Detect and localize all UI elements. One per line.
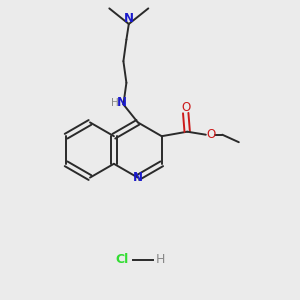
- Text: O: O: [181, 101, 190, 114]
- Text: H: H: [156, 253, 165, 266]
- Text: Cl: Cl: [115, 253, 128, 266]
- Text: H: H: [110, 98, 118, 108]
- Text: N: N: [124, 12, 134, 25]
- Text: N: N: [133, 171, 143, 184]
- Text: N: N: [117, 96, 127, 109]
- Text: O: O: [206, 128, 215, 141]
